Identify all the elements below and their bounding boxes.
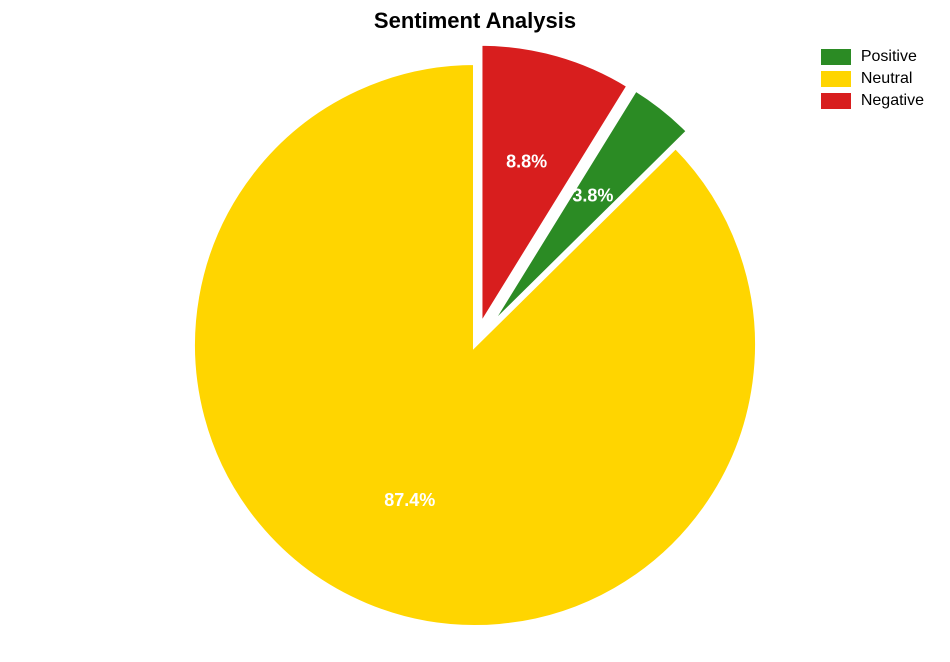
- legend-item: Neutral: [821, 70, 924, 88]
- legend-item: Positive: [821, 48, 924, 66]
- slice-label-positive: 3.8%: [572, 186, 613, 206]
- pie-svg: 87.4% 3.8% 8.8%: [0, 0, 950, 662]
- legend-label: Positive: [861, 48, 917, 66]
- sentiment-pie-chart: Sentiment Analysis 87.4%3.8%8.8% Positiv…: [0, 0, 950, 662]
- slice-label-negative: 8.8%: [506, 152, 547, 172]
- slice-label-neutral: 87.4%: [384, 490, 435, 510]
- legend-item: Negative: [821, 92, 924, 110]
- legend-label: Neutral: [861, 70, 913, 88]
- legend: Positive Neutral Negative: [821, 48, 924, 114]
- legend-swatch: [821, 71, 851, 87]
- legend-swatch: [821, 49, 851, 65]
- legend-label: Negative: [861, 92, 924, 110]
- legend-swatch: [821, 93, 851, 109]
